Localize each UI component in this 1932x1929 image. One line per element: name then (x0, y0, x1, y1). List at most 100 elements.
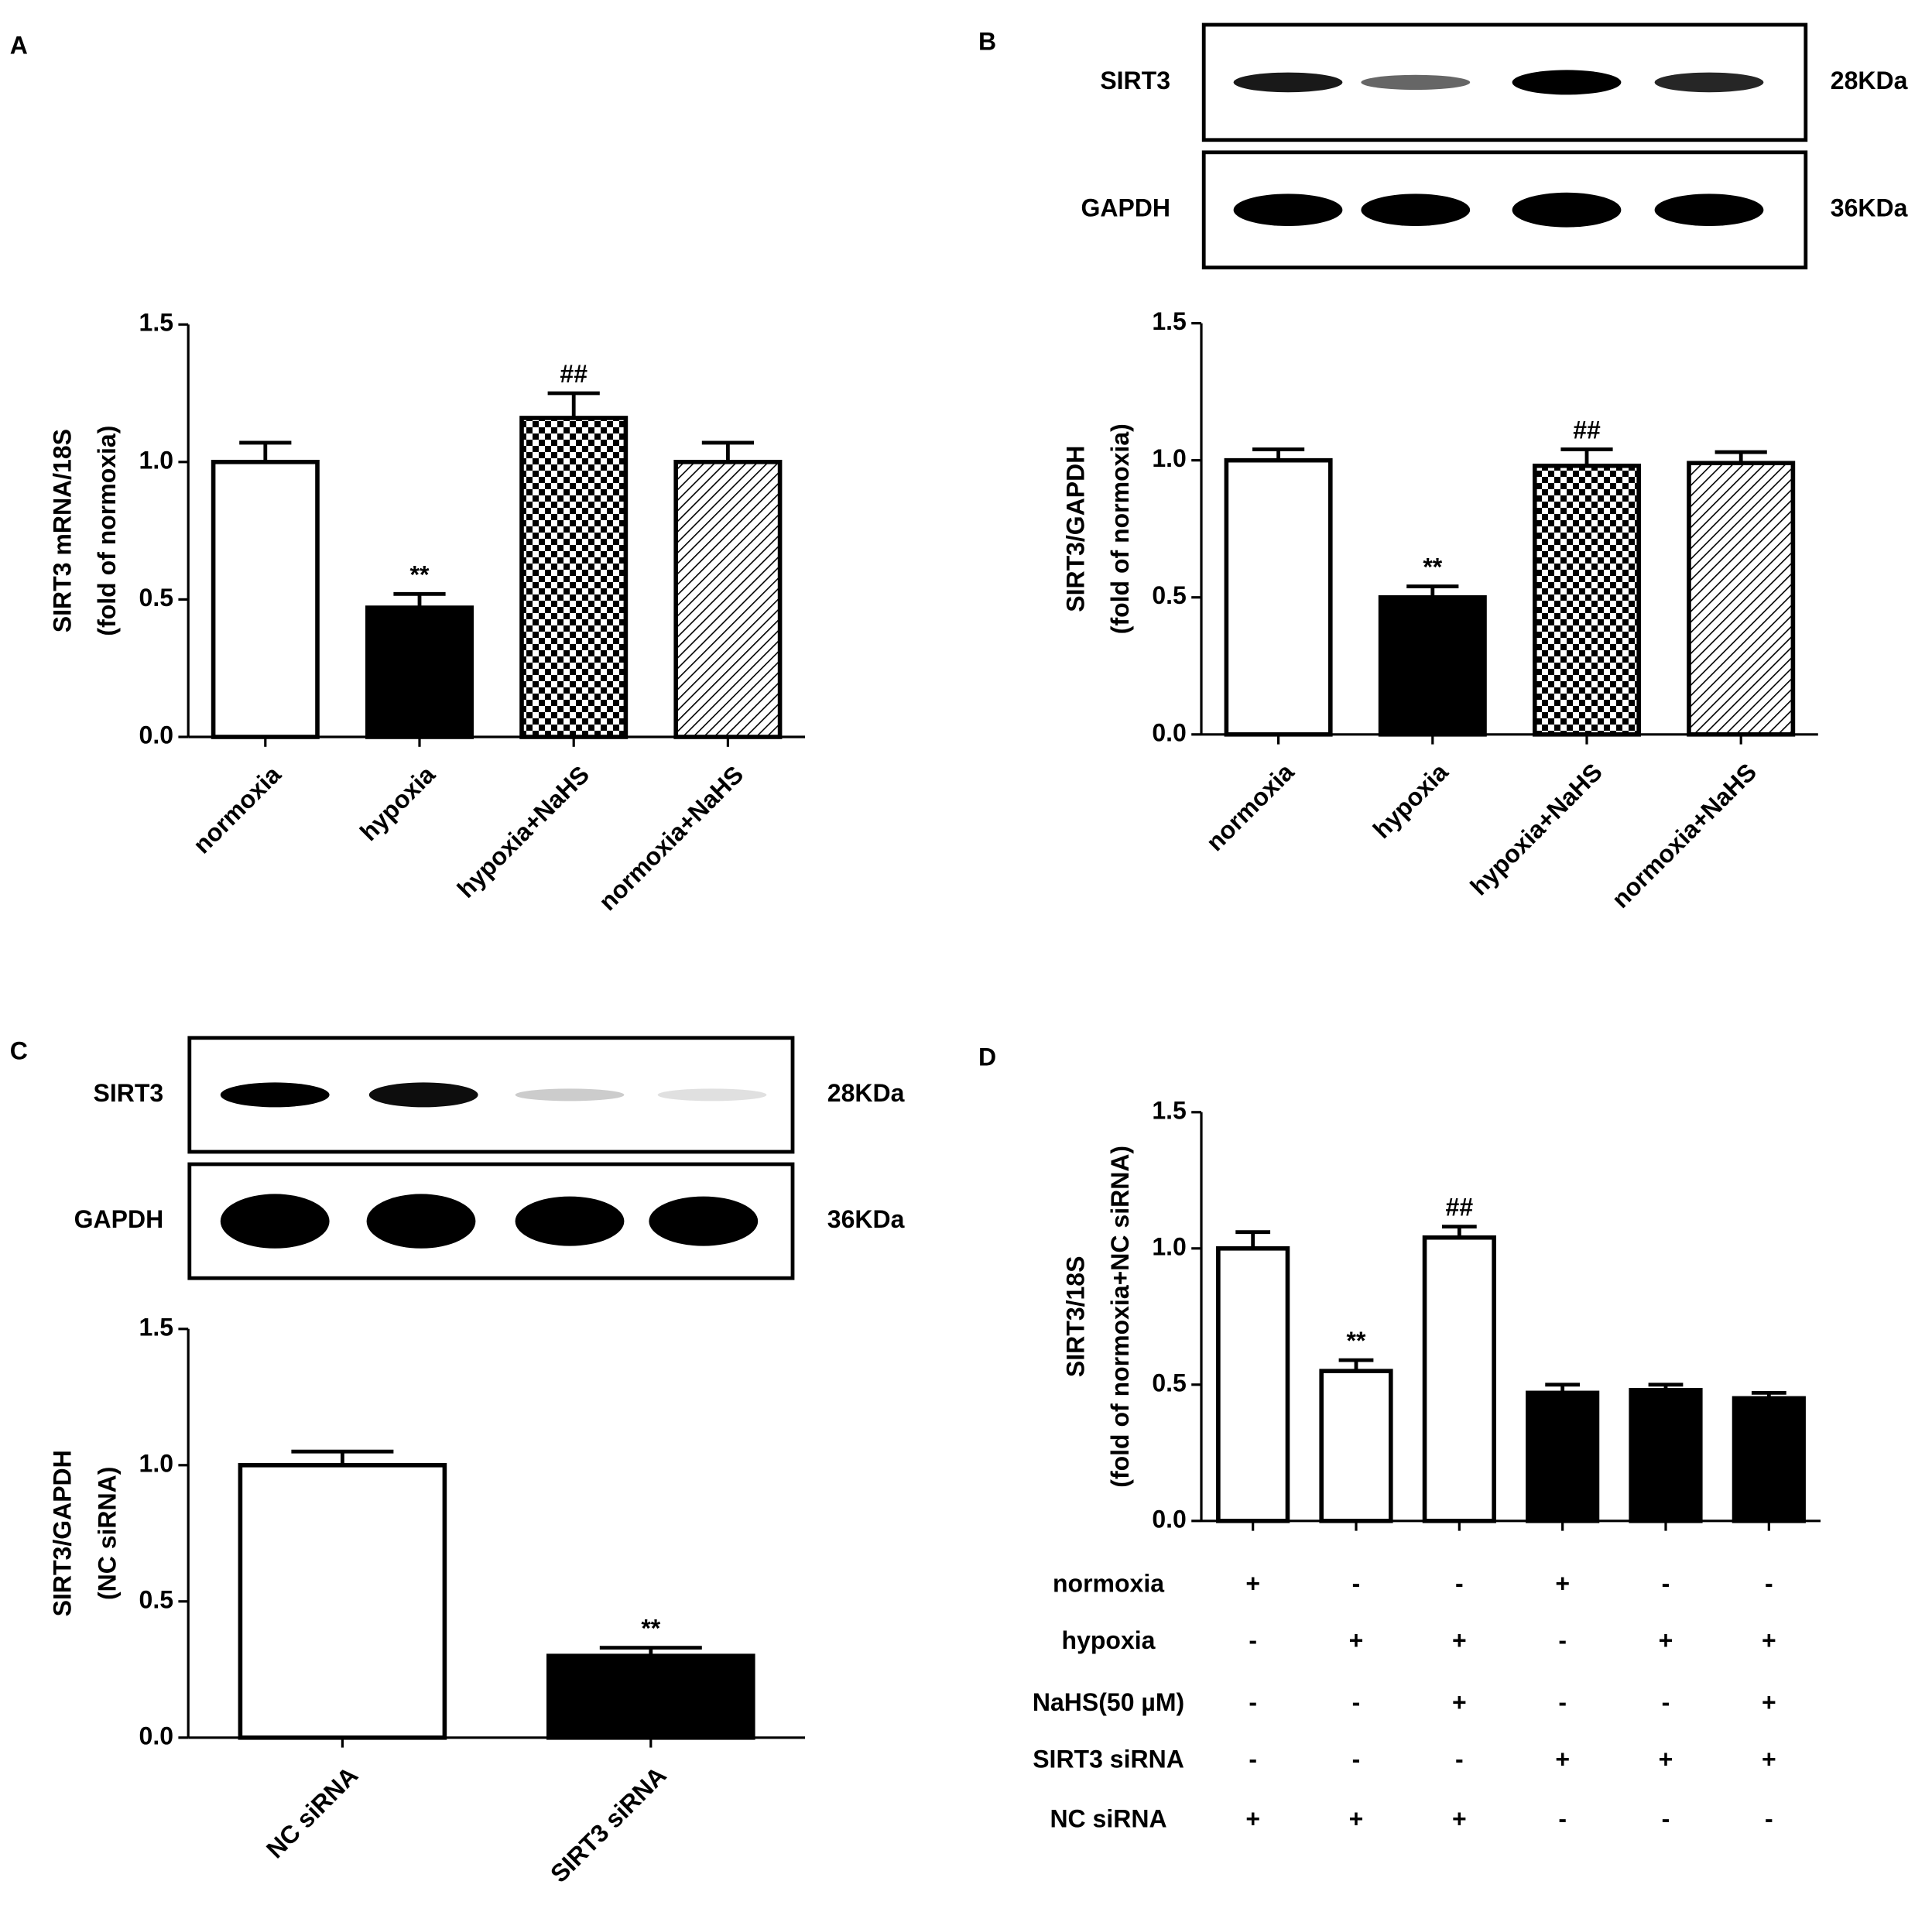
condition-sign: - (1352, 1688, 1361, 1716)
y-tick-label: 1.5 (1152, 307, 1186, 335)
y-tick-label: 1.0 (139, 1449, 173, 1477)
x-tick-label: NC siRNA (261, 1761, 363, 1863)
blot-band (366, 1194, 476, 1249)
blot-band (1654, 72, 1764, 93)
x-tick-label: hypoxia (1368, 758, 1454, 844)
y-axis-title: SIRT3/GAPDH (49, 1450, 77, 1616)
bar (1732, 1396, 1806, 1523)
condition-sign: - (1352, 1746, 1361, 1773)
blot-band (1361, 74, 1471, 90)
condition-label: hypoxia (1062, 1626, 1156, 1654)
bar (365, 605, 474, 739)
condition-sign: + (1452, 1688, 1467, 1716)
y-tick-label: 0.5 (1152, 581, 1186, 609)
significance: ** (410, 560, 430, 588)
x-tick-label: hypoxia+NaHS (1464, 758, 1608, 901)
blot-band (515, 1196, 625, 1246)
y-tick-label: 0.0 (1152, 1505, 1186, 1533)
bar (1378, 594, 1487, 737)
x-tick-label: normoxia+NaHS (1606, 758, 1762, 913)
blot-label: SIRT3 (94, 1079, 164, 1107)
y-tick-label: 1.0 (1152, 1232, 1186, 1260)
blot-size: 28KDa (827, 1079, 905, 1107)
y-tick-label: 1.5 (139, 309, 173, 337)
y-tick-label: 1.5 (1152, 1096, 1186, 1124)
blot-size: 28KDa (1831, 67, 1908, 94)
condition-sign: - (1352, 1569, 1361, 1597)
condition-sign: - (1765, 1569, 1773, 1597)
condition-label: NaHS(50 µM) (1033, 1688, 1184, 1716)
blot-band (1512, 192, 1622, 228)
blot-size: 36KDa (827, 1205, 905, 1233)
blot-band (1361, 194, 1471, 226)
x-tick-label: normoxia (1201, 758, 1299, 856)
condition-sign: + (1555, 1569, 1570, 1597)
blot-band (515, 1088, 625, 1102)
condition-sign: - (1249, 1688, 1257, 1716)
condition-sign: + (1762, 1688, 1776, 1716)
y-tick-label: 0.5 (139, 1585, 173, 1613)
bar (673, 460, 783, 739)
bar (1319, 1369, 1393, 1523)
y-tick-label: 0.5 (139, 584, 173, 612)
condition-sign: + (1659, 1626, 1673, 1654)
blot-band (1512, 70, 1622, 95)
blot-band (1233, 72, 1343, 93)
y-axis-title: SIRT3 mRNA/18S (49, 429, 77, 632)
condition-sign: + (1555, 1746, 1570, 1773)
x-tick-label: hypoxia (355, 760, 440, 846)
condition-sign: - (1249, 1746, 1257, 1773)
bar (1526, 1390, 1600, 1523)
y-tick-label: 0.0 (1152, 718, 1186, 746)
blot-size: 36KDa (1831, 194, 1908, 222)
bar (546, 1653, 755, 1740)
y-axis-title: SIRT3/18S (1061, 1256, 1089, 1378)
bar (1687, 461, 1796, 737)
blot-band (1233, 194, 1343, 226)
y-axis-title: SIRT3/GAPDH (1061, 446, 1089, 612)
x-tick-label: normoxia (187, 760, 286, 858)
x-tick-label: SIRT3 siRNA (545, 1761, 672, 1888)
significance: ## (560, 360, 587, 388)
condition-sign: - (1558, 1626, 1567, 1654)
significance: ** (641, 1615, 660, 1643)
blot-band (649, 1196, 759, 1246)
bar (519, 416, 629, 739)
condition-label: SIRT3 siRNA (1033, 1746, 1184, 1773)
condition-sign: - (1662, 1569, 1670, 1597)
blot-band (220, 1082, 330, 1108)
condition-label: NC siRNA (1050, 1804, 1166, 1832)
panel-letter: A (10, 31, 28, 59)
bar (1216, 1246, 1290, 1523)
blot-band (368, 1082, 478, 1108)
blot-band (657, 1088, 767, 1102)
condition-sign: + (1452, 1626, 1467, 1654)
condition-sign: + (1452, 1804, 1467, 1832)
y-axis-title: (fold of normoxia) (93, 426, 121, 636)
blot-label: GAPDH (1081, 194, 1170, 222)
bar (211, 460, 320, 739)
y-tick-label: 1.0 (1152, 444, 1186, 472)
y-axis-title: (NC siRNA) (93, 1467, 121, 1600)
panel-letter: B (978, 27, 996, 55)
condition-sign: - (1662, 1804, 1670, 1832)
condition-sign: - (1558, 1688, 1567, 1716)
condition-sign: - (1249, 1626, 1257, 1654)
blot-band (1654, 194, 1764, 226)
condition-sign: + (1762, 1746, 1776, 1773)
x-tick-label: hypoxia+NaHS (452, 760, 595, 903)
condition-sign: - (1455, 1569, 1464, 1597)
condition-sign: + (1762, 1626, 1776, 1654)
panel-letter: C (10, 1036, 28, 1064)
condition-sign: + (1349, 1626, 1364, 1654)
bar (1629, 1388, 1703, 1523)
condition-sign: + (1245, 1569, 1260, 1597)
significance: ## (1446, 1194, 1474, 1221)
y-tick-label: 1.5 (139, 1313, 173, 1341)
y-tick-label: 0.0 (139, 1722, 173, 1749)
condition-sign: - (1662, 1688, 1670, 1716)
significance: ## (1573, 416, 1601, 444)
y-tick-label: 0.5 (1152, 1369, 1186, 1396)
bar (1533, 463, 1641, 737)
